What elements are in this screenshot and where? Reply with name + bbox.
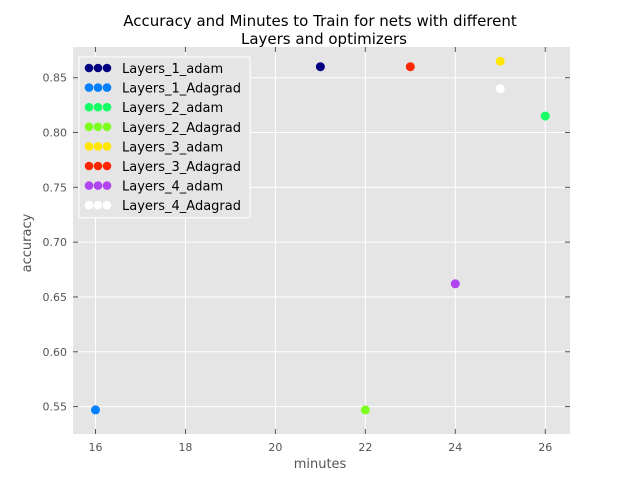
legend-label: Layers_4_adam — [122, 180, 223, 195]
legend-marker — [84, 161, 94, 171]
data-point-layers-1-adam — [315, 62, 325, 72]
legend-marker — [84, 102, 94, 112]
legend-marker — [84, 83, 94, 92]
x-tick-label: 22 — [358, 441, 372, 454]
x-tick-label: 16 — [88, 441, 102, 454]
y-tick-label: 0.65 — [43, 291, 68, 304]
legend-marker — [93, 102, 103, 112]
legend-label: Layers_3_Adagrad — [122, 160, 241, 175]
legend-item: Layers_3_adam — [84, 140, 223, 155]
legend-item: Layers_4_adam — [84, 180, 223, 195]
legend-marker — [102, 63, 112, 73]
legend-marker — [102, 181, 112, 190]
legend-item: Layers_1_Adagrad — [84, 82, 241, 97]
y-tick-label: 0.85 — [43, 72, 68, 85]
legend-marker — [84, 63, 94, 73]
legend-label: Layers_4_Adagrad — [122, 199, 241, 214]
legend-label: Layers_2_Adagrad — [122, 121, 241, 136]
legend-marker — [102, 83, 112, 92]
legend-item: Layers_2_Adagrad — [84, 121, 241, 136]
grid-lines — [73, 47, 570, 434]
legend-marker — [84, 200, 94, 210]
data-point-layers-4-adagrad — [495, 84, 505, 94]
legend-marker — [93, 161, 103, 171]
y-tick-label: 0.75 — [43, 181, 68, 194]
legend-label: Layers_3_adam — [122, 140, 223, 155]
legend-marker — [93, 142, 103, 151]
legend-label: Layers_2_adam — [122, 101, 223, 116]
x-tick-label: 24 — [448, 441, 462, 454]
chart-title-line-1: Accuracy and Minutes to Train for nets w… — [123, 12, 517, 30]
legend-marker — [102, 161, 112, 171]
x-tick-label: 26 — [538, 441, 552, 454]
legend-marker — [102, 142, 112, 151]
x-tick-label: 20 — [268, 441, 282, 454]
data-point-layers-2-adam — [540, 111, 550, 121]
chart-title-line-2: Layers and optimizers — [241, 30, 407, 48]
legend: Layers_1_adam Layers_1_Adagrad Layers_2_ad… — [78, 56, 251, 219]
legend-marker — [93, 200, 103, 210]
legend-label: Layers_1_Adagrad — [122, 82, 241, 97]
data-point-layers-3-adam — [495, 56, 505, 66]
legend-marker — [102, 200, 112, 210]
x-tick-label: 18 — [178, 441, 192, 454]
y-tick-label: 0.80 — [43, 127, 68, 140]
legend-marker — [84, 142, 94, 151]
legend-marker — [93, 63, 103, 73]
legend-item: Layers_2_adam — [84, 101, 223, 116]
legend-marker — [93, 122, 103, 132]
y-tick-label: 0.60 — [43, 346, 68, 359]
y-tick-label: 0.55 — [43, 401, 68, 414]
legend-item: Layers_1_adam — [84, 62, 223, 77]
data-point-layers-3-adagrad — [405, 62, 415, 72]
y-axis-label: accuracy — [20, 213, 35, 272]
legend-marker — [84, 181, 94, 190]
legend-marker — [93, 181, 103, 190]
legend-item: Layers_3_Adagrad — [84, 160, 241, 175]
data-point-layers-1-adagrad — [90, 405, 100, 415]
data-point-layers-2-adagrad — [360, 405, 370, 415]
axis-ticks: 16 18 20 22 24 26 0.55 0.60 0.65 0.70 0.75 0.80 0.85 — [43, 47, 570, 454]
legend-marker — [102, 122, 112, 132]
y-tick-label: 0.70 — [43, 236, 68, 249]
legend-marker — [102, 102, 112, 112]
x-axis-label: minutes — [294, 457, 347, 472]
legend-marker — [93, 83, 103, 92]
legend-marker — [84, 122, 94, 132]
legend-label: Layers_1_adam — [122, 62, 223, 77]
legend-item: Layers_4_Adagrad — [84, 199, 241, 214]
data-point-layers-4-adam — [450, 279, 460, 289]
data-points — [90, 56, 550, 415]
